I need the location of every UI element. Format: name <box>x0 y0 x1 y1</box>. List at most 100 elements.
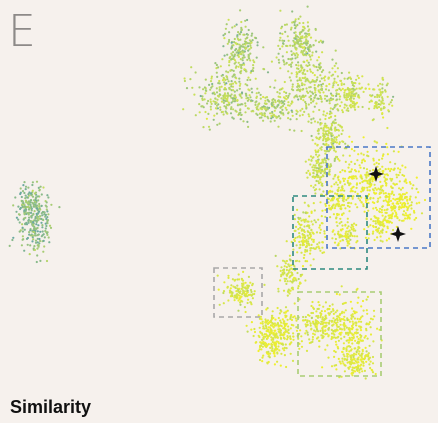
scatter-point <box>262 67 265 71</box>
scatter-point <box>294 225 298 228</box>
scatter-point <box>327 172 330 175</box>
scatter-point <box>38 202 41 206</box>
scatter-point <box>205 117 208 120</box>
scatter-point <box>283 346 286 349</box>
scatter-point <box>324 75 327 78</box>
scatter-point <box>317 84 320 87</box>
scatter-point <box>308 338 311 341</box>
scatter-point <box>327 138 331 141</box>
scatter-point <box>298 77 301 80</box>
scatter-point <box>329 116 332 119</box>
scatter-point <box>255 92 258 95</box>
scatter-point <box>359 339 362 342</box>
scatter-point <box>309 155 313 158</box>
scatter-point <box>289 352 292 355</box>
scatter-point <box>316 155 319 158</box>
scatter-point <box>328 128 331 131</box>
scatter-point <box>334 318 337 321</box>
scatter-point <box>271 324 274 327</box>
scatter-point <box>361 159 364 162</box>
scatter-point <box>353 357 356 360</box>
scatter-point <box>300 223 303 226</box>
scatter-point <box>257 334 260 337</box>
scatter-point <box>332 142 335 145</box>
scatter-point <box>311 166 314 169</box>
scatter-point <box>369 326 372 329</box>
scatter-point <box>30 192 33 195</box>
scatter-point <box>282 268 286 271</box>
scatter-point <box>264 321 267 324</box>
scatter-point <box>270 60 273 63</box>
scatter-point <box>240 113 243 117</box>
scatter-point <box>348 205 351 208</box>
scatter-point <box>194 71 197 74</box>
scatter-point <box>313 96 316 99</box>
scatter-point <box>358 368 361 371</box>
scatter-point <box>306 25 310 28</box>
scatter-point <box>238 80 241 83</box>
scatter-point <box>309 58 312 61</box>
scatter-point <box>389 199 393 202</box>
scatter-point <box>365 323 368 326</box>
scatter-point <box>357 170 360 173</box>
scatter-point <box>347 196 350 199</box>
scatter-point <box>303 225 306 228</box>
scatter-point <box>392 193 395 196</box>
scatter-point <box>301 53 305 56</box>
scatter-point <box>316 150 319 153</box>
scatter-point <box>45 217 48 221</box>
scatter-point <box>322 251 326 254</box>
scatter-point <box>319 231 322 234</box>
scatter-point <box>242 291 245 294</box>
scatter-point <box>289 63 292 66</box>
scatter-point <box>310 159 313 162</box>
scatter-point <box>312 164 315 167</box>
scatter-point <box>289 79 292 82</box>
scatter-point <box>310 311 313 315</box>
scatter-point <box>23 210 26 213</box>
scatter-point <box>331 58 334 61</box>
scatter-point <box>339 318 342 321</box>
scatter-point <box>217 66 220 69</box>
scatter-point <box>36 254 39 257</box>
scatter-point <box>284 306 288 309</box>
scatter-point <box>373 107 376 110</box>
scatter-point <box>322 142 325 146</box>
scatter-point <box>32 247 35 250</box>
scatter-point <box>342 318 345 321</box>
scatter-point <box>40 204 43 207</box>
scatter-point <box>324 114 327 117</box>
scatter-point <box>336 224 339 227</box>
scatter-point <box>364 199 368 202</box>
scatter-point <box>315 328 319 331</box>
scatter-point <box>24 188 27 191</box>
scatter-point <box>237 309 240 312</box>
scatter-point <box>350 372 353 375</box>
scatter-point <box>250 34 253 37</box>
scatter-point <box>261 322 264 325</box>
scatter-point <box>348 350 351 353</box>
scatter-point <box>227 101 230 104</box>
scatter-point <box>287 94 290 97</box>
scatter-point <box>266 71 270 74</box>
scatter-point <box>320 215 323 218</box>
scatter-point <box>311 223 314 226</box>
scatter-point <box>243 286 246 289</box>
scatter-point <box>290 26 293 29</box>
scatter-point <box>335 135 338 139</box>
scatter-point <box>233 100 236 103</box>
scatter-point <box>360 196 363 199</box>
scatter-point <box>201 98 204 102</box>
scatter-point <box>314 87 317 90</box>
scatter-point <box>330 135 333 138</box>
scatter-point <box>362 167 366 170</box>
scatter-point <box>288 254 291 257</box>
scatter-point <box>268 321 271 324</box>
scatter-point <box>305 87 308 90</box>
scatter-point <box>310 243 313 246</box>
scatter-point <box>289 28 293 31</box>
scatter-point <box>295 73 298 76</box>
scatter-point <box>241 63 244 66</box>
scatter-point <box>288 76 291 79</box>
scatter-point <box>339 217 342 220</box>
